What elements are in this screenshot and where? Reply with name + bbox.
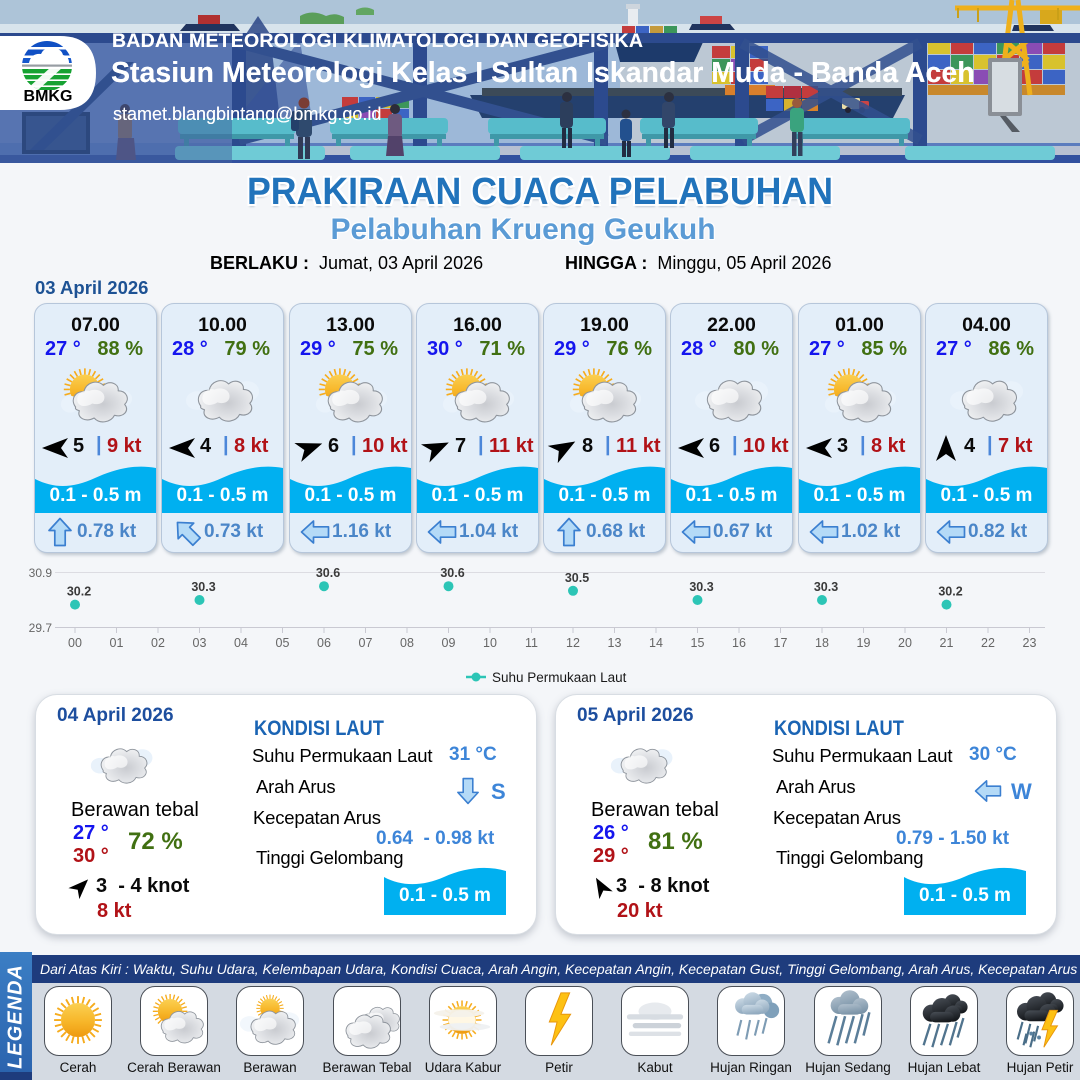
svg-text:30.2: 30.2	[938, 585, 962, 599]
svg-text:20: 20	[898, 636, 912, 650]
svg-text:23: 23	[1023, 636, 1037, 650]
svg-text:08: 08	[400, 636, 414, 650]
svg-text:05: 05	[276, 636, 290, 650]
svg-text:09: 09	[442, 636, 456, 650]
svg-text:04: 04	[234, 636, 248, 650]
svg-text:30.3: 30.3	[814, 580, 838, 594]
svg-text:01: 01	[110, 636, 124, 650]
svg-text:12: 12	[566, 636, 580, 650]
svg-text:17: 17	[774, 636, 788, 650]
svg-text:Suhu Permukaan Laut: Suhu Permukaan Laut	[492, 670, 627, 685]
svg-text:14: 14	[649, 636, 663, 650]
svg-text:02: 02	[151, 636, 165, 650]
svg-text:30.6: 30.6	[316, 566, 340, 580]
svg-text:13: 13	[608, 636, 622, 650]
svg-text:29.7: 29.7	[29, 621, 53, 635]
svg-text:06: 06	[317, 636, 331, 650]
svg-text:22: 22	[981, 636, 995, 650]
svg-text:21: 21	[940, 636, 954, 650]
svg-text:00: 00	[68, 636, 82, 650]
svg-text:19: 19	[857, 636, 871, 650]
svg-text:07: 07	[359, 636, 373, 650]
svg-text:30.6: 30.6	[440, 566, 464, 580]
svg-text:10: 10	[483, 636, 497, 650]
svg-text:30.2: 30.2	[67, 585, 91, 599]
svg-text:30.3: 30.3	[689, 580, 713, 594]
svg-text:11: 11	[525, 636, 538, 650]
svg-text:16: 16	[732, 636, 746, 650]
svg-text:18: 18	[815, 636, 829, 650]
svg-text:30.5: 30.5	[565, 571, 589, 585]
svg-text:03: 03	[193, 636, 207, 650]
svg-text:15: 15	[691, 636, 705, 650]
svg-text:30.9: 30.9	[29, 566, 53, 580]
svg-text:30.3: 30.3	[191, 580, 215, 594]
